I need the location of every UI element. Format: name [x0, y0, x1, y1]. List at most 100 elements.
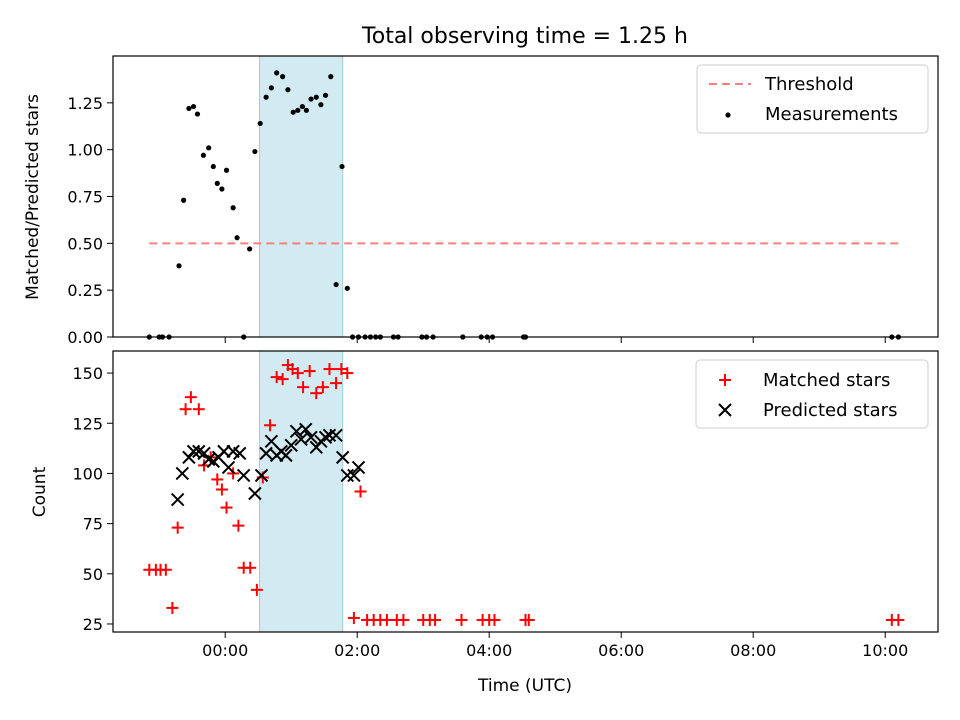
y-tick-label: 1.00 [67, 141, 103, 160]
y-tick-label: 0.25 [67, 281, 103, 300]
y-tick-label: 1.25 [67, 94, 103, 113]
measurement-point [194, 111, 201, 117]
x-tick-label: 08:00 [730, 641, 776, 660]
predicted-star-point [170, 492, 185, 507]
y-tick-label: 25 [83, 615, 103, 634]
threshold-legend-label: Threshold [764, 74, 854, 95]
predicted-star-point [259, 446, 273, 461]
count-panel-ylabel: Count [30, 466, 50, 517]
measurement-point [247, 246, 253, 252]
predicted-star-point [236, 468, 251, 483]
matched-star-point [488, 613, 501, 626]
measurement-point [219, 186, 225, 192]
count-panel: 25 50 75 100 125 150 00:00 02:00 04:00 06:00 08:0… [30, 350, 939, 696]
matched-star-point [184, 391, 197, 404]
measurement-point [230, 205, 236, 211]
matched-star-point [276, 373, 289, 386]
predicted-star-point [329, 428, 343, 443]
matched-star-point [330, 377, 343, 390]
matched-star-point [429, 613, 442, 626]
matched-star-point [232, 519, 245, 532]
predicted-star-point [318, 430, 333, 445]
ratio-legend: Threshold Measurements [696, 64, 929, 134]
predicted-star-point [299, 422, 313, 436]
predicted-star-point [279, 448, 293, 463]
predicted-legend-label: Predicted stars [763, 400, 897, 421]
y-tick-label: 100 [72, 464, 103, 483]
matched-star-point [303, 365, 316, 378]
measurement-point [210, 163, 216, 170]
measurement-point [200, 152, 207, 158]
predicted-star-point [221, 460, 236, 475]
measurement-point [252, 148, 258, 155]
measurement-point [176, 263, 182, 269]
measurement-point [223, 167, 230, 173]
figure-title: Total observing time = 1.25 h [361, 24, 688, 49]
measurement-point [318, 102, 324, 108]
measurement-point [339, 163, 345, 170]
predicted-star-point [335, 450, 350, 465]
matched-star-point [211, 473, 224, 486]
measurement-point [263, 94, 269, 100]
predicted-star-point [186, 444, 201, 459]
matched-star-point [341, 367, 354, 380]
x-tick-label: 04:00 [466, 641, 512, 660]
predicted-star-point [175, 466, 190, 481]
y-tick-label: 0.00 [67, 328, 103, 347]
matched-star-point [347, 611, 360, 624]
predicted-star-point [254, 468, 269, 483]
matched-star-point [270, 371, 283, 384]
ratio-panel: 0.00 0.25 0.50 0.75 1.00 1.25 Matched/Predict… [23, 55, 939, 347]
matched-star-point [215, 483, 228, 496]
measurements-legend-swatch [725, 112, 731, 118]
x-tick-label: 06:00 [598, 641, 644, 660]
y-tick-label: 50 [83, 565, 103, 584]
matched-star-point [220, 501, 233, 514]
measurement-point [274, 70, 280, 76]
predicted-star-point [304, 430, 318, 445]
measurement-point [268, 85, 274, 91]
y-tick-label: 0.50 [67, 234, 103, 253]
measurement-point [181, 197, 187, 203]
measurement-point [344, 285, 350, 291]
measurement-point [290, 109, 296, 115]
x-tick-label: 00:00 [202, 641, 248, 660]
measurement-point [190, 103, 197, 110]
measurement-point [214, 180, 220, 186]
measurement-point [328, 74, 334, 80]
predicted-star-point [248, 486, 262, 501]
matched-star-point [397, 613, 410, 626]
measurement-point [234, 235, 240, 241]
predicted-star-point [351, 460, 366, 475]
predicted-star-point [284, 438, 298, 453]
measurement-point [206, 145, 212, 151]
x-tick-label: 02:00 [334, 641, 380, 660]
measurements-legend-label: Measurements [765, 104, 898, 125]
matched-star-point [179, 403, 192, 416]
measurement-point [308, 96, 314, 102]
matched-star-point [192, 403, 205, 416]
y-tick-label: 125 [72, 414, 103, 433]
matched-star-point [250, 583, 263, 596]
matched-legend-label: Matched stars [763, 370, 890, 391]
predicted-star-point [347, 468, 361, 483]
measurement-point [257, 120, 263, 127]
y-tick-label: 150 [72, 364, 103, 383]
count-legend-box [695, 359, 929, 429]
matched-star-point [159, 563, 172, 576]
count-panel-frame [112, 350, 939, 633]
y-tick-label: 0.75 [67, 188, 103, 207]
measurement-point [322, 92, 329, 98]
ratio-panel-frame [112, 55, 939, 338]
matched-star-point [310, 387, 323, 400]
matched-star-point [264, 419, 277, 432]
measurement-point [303, 107, 309, 113]
count-panel-xlabel: Time (UTC) [477, 676, 572, 696]
measurement-point [186, 105, 192, 112]
ratio-panel-ylabel: Matched/Predicted stars [23, 94, 43, 300]
matched-star-point [171, 521, 184, 534]
measurement-point [333, 281, 339, 288]
matched-star-point [522, 613, 535, 626]
matched-star-point [892, 613, 905, 626]
matched-star-point [291, 367, 304, 380]
